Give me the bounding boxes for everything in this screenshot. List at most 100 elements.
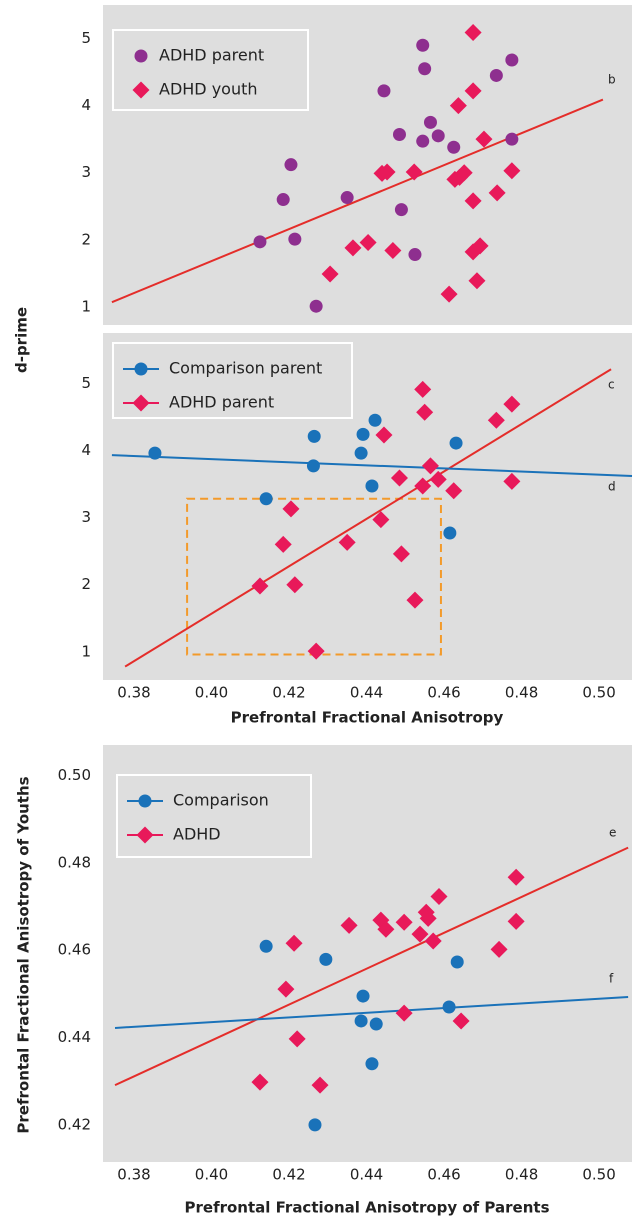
diamond-marker bbox=[338, 533, 356, 551]
circle-marker bbox=[356, 427, 370, 441]
regression-line bbox=[111, 454, 633, 477]
circle-marker bbox=[259, 939, 273, 953]
line-label: f bbox=[609, 972, 614, 986]
x-tick-label: 0.46 bbox=[427, 1166, 460, 1184]
diamond-marker bbox=[390, 469, 408, 487]
y-tick-label: 2 bbox=[81, 230, 91, 248]
y-tick-label: 5 bbox=[81, 29, 91, 47]
diamond-marker bbox=[136, 826, 154, 844]
regression-line bbox=[114, 995, 629, 1029]
regression-line bbox=[124, 368, 612, 668]
x-tick-label: 0.50 bbox=[582, 1166, 615, 1184]
circle-marker bbox=[443, 526, 457, 540]
legend-box bbox=[112, 342, 353, 419]
diamond-marker bbox=[405, 163, 423, 181]
diamond-marker bbox=[311, 1076, 329, 1094]
circle-marker bbox=[148, 446, 162, 460]
diamond-marker bbox=[452, 1012, 470, 1030]
diamond-marker bbox=[285, 934, 303, 952]
diamond-marker bbox=[507, 912, 525, 930]
diamond-marker bbox=[406, 591, 424, 609]
diamond-marker bbox=[372, 511, 390, 529]
diamond-marker bbox=[411, 925, 429, 943]
x-axis-title: Prefrontal Fractional Anisotropy bbox=[231, 709, 504, 727]
x-tick-label: 0.38 bbox=[117, 1166, 150, 1184]
diamond-marker bbox=[490, 940, 508, 958]
legend-label: ADHD bbox=[173, 825, 221, 844]
y-tick-label: 0.50 bbox=[58, 766, 91, 784]
diamond-marker bbox=[377, 920, 395, 938]
circle-marker bbox=[356, 989, 370, 1003]
diamond-marker bbox=[440, 285, 458, 303]
x-tick-label: 0.46 bbox=[427, 684, 460, 702]
circle-marker bbox=[354, 1014, 368, 1028]
circle-marker bbox=[365, 479, 379, 493]
x-tick-label: 0.48 bbox=[505, 684, 538, 702]
y-tick-label: 4 bbox=[81, 96, 91, 114]
diamond-marker bbox=[424, 932, 442, 950]
diamond-marker bbox=[321, 265, 339, 283]
diamond-marker bbox=[274, 535, 292, 553]
y-tick-label: 4 bbox=[81, 441, 91, 459]
diamond-marker bbox=[132, 81, 150, 99]
diamond-marker bbox=[451, 168, 469, 186]
circle-marker bbox=[134, 362, 148, 376]
diamond-marker bbox=[430, 888, 448, 906]
diamond-marker bbox=[464, 24, 482, 42]
circle-marker bbox=[309, 299, 323, 313]
circle-marker bbox=[306, 459, 320, 473]
x-tick-label: 0.42 bbox=[272, 684, 305, 702]
diamond-marker bbox=[251, 1073, 269, 1091]
circle-marker bbox=[369, 1017, 383, 1031]
diamond-marker bbox=[503, 472, 521, 490]
legend-label: ADHD parent bbox=[169, 393, 274, 412]
diamond-marker bbox=[344, 239, 362, 257]
diamond-marker bbox=[384, 242, 402, 260]
diamond-marker bbox=[414, 477, 432, 495]
diamond-marker bbox=[359, 233, 377, 251]
diamond-marker bbox=[429, 470, 447, 488]
legend-label: Comparison parent bbox=[169, 359, 322, 378]
diamond-marker bbox=[471, 237, 489, 255]
diamond-marker bbox=[375, 426, 393, 444]
circle-marker bbox=[505, 53, 519, 67]
line-label: b bbox=[608, 73, 616, 87]
diamond-marker bbox=[414, 380, 432, 398]
diamond-marker bbox=[132, 394, 150, 412]
circle-marker bbox=[319, 952, 333, 966]
circle-marker bbox=[253, 235, 267, 249]
line-label: d bbox=[608, 480, 616, 494]
y-tick-label: 2 bbox=[81, 575, 91, 593]
circle-marker bbox=[418, 62, 432, 76]
diamond-marker bbox=[475, 130, 493, 148]
y-tick-label: 3 bbox=[81, 163, 91, 181]
diamond-marker bbox=[307, 642, 325, 660]
diamond-marker bbox=[416, 403, 434, 421]
diamond-marker bbox=[445, 482, 463, 500]
circle-marker bbox=[284, 158, 298, 172]
line-label: e bbox=[609, 826, 616, 840]
x-tick-label: 0.42 bbox=[272, 1166, 305, 1184]
y-tick-label: 5 bbox=[81, 374, 91, 392]
y-axis-title: Prefrontal Fractional Anisotropy of Yout… bbox=[15, 776, 33, 1133]
y-tick-label: 3 bbox=[81, 508, 91, 526]
circle-marker bbox=[408, 248, 422, 262]
diamond-marker bbox=[282, 500, 300, 518]
diamond-marker bbox=[488, 184, 506, 202]
x-tick-label: 0.40 bbox=[195, 684, 228, 702]
circle-marker bbox=[377, 84, 391, 98]
circle-marker bbox=[423, 115, 437, 129]
circle-marker bbox=[392, 127, 406, 141]
diamond-marker bbox=[503, 162, 521, 180]
y-tick-label: 1 bbox=[81, 642, 91, 660]
circle-marker bbox=[138, 794, 152, 808]
circle-marker bbox=[394, 203, 408, 217]
y-tick-label: 0.46 bbox=[58, 941, 91, 959]
diamond-marker bbox=[378, 163, 396, 181]
x-axis-title: Prefrontal Fractional Anisotropy of Pare… bbox=[185, 1199, 550, 1217]
circle-marker bbox=[354, 446, 368, 460]
y-tick-label: 1 bbox=[81, 297, 91, 315]
circle-marker bbox=[368, 413, 382, 427]
circle-marker bbox=[505, 132, 519, 146]
diamond-marker bbox=[449, 97, 467, 115]
